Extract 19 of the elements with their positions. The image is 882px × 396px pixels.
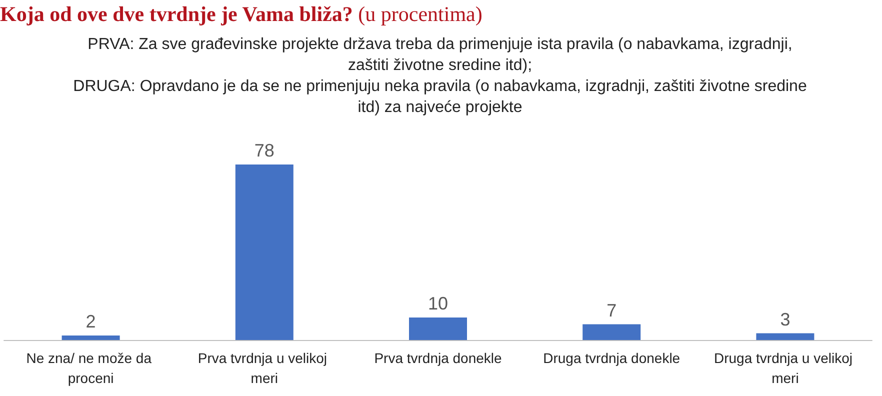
x-tick-label: Druga tvrdnja donekle [543,350,680,366]
data-label: 3 [780,309,790,330]
data-label: 10 [428,294,448,314]
data-label: 78 [254,140,274,160]
text: PRVA: Za sve građevinske projekte država treba da primenjuje ista pravila (o nabavkama, izgradnji, zaštiti životne sredine itd); [86,35,794,76]
data-label: 2 [86,312,96,332]
bar [756,333,814,340]
data-label: 7 [606,300,617,320]
chart-title: Koja od ove dve tvrdnje je Vama bliža? [0,2,353,26]
x-tick-label: Prva tvrdnja u velikoj meri [198,350,331,386]
x-tick-label: Prva tvrdnja donekle [374,350,502,366]
x-tick-label: Ne zna/ ne može da proceni [26,350,156,386]
bar [409,318,467,340]
bar [582,324,641,340]
text: DRUGA: Opravdano je da se ne primenjuju neka pravila (o nabavkama, izgradnji, zaštiti životne sredine itd) za najveće projekte [72,77,808,118]
chart-subtitle: (u procentima) [358,2,482,26]
bar [235,164,294,340]
x-tick-label: Druga tvrdnja u velikoj meri [714,350,856,386]
bar [62,336,120,340]
